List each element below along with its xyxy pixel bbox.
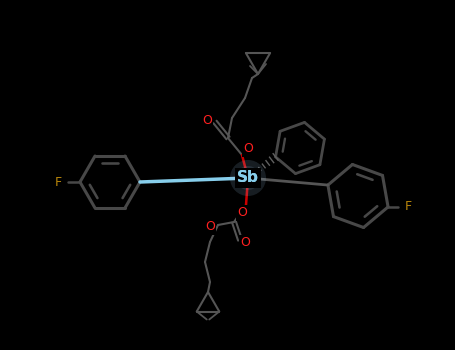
Circle shape	[241, 171, 255, 185]
Text: O: O	[202, 113, 212, 126]
Text: Sb: Sb	[237, 170, 259, 186]
Circle shape	[230, 160, 266, 196]
Circle shape	[236, 166, 260, 190]
Text: O: O	[243, 142, 253, 155]
Text: F: F	[404, 201, 412, 214]
Text: O: O	[240, 237, 250, 250]
Text: O: O	[237, 206, 247, 219]
Text: F: F	[55, 175, 61, 189]
Text: O: O	[205, 220, 215, 233]
Text: Sb: Sb	[237, 170, 259, 186]
